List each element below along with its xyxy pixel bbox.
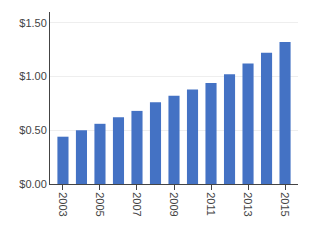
svg-text:2011: 2011 bbox=[205, 192, 217, 216]
svg-text:$0.00: $0.00 bbox=[19, 178, 47, 190]
svg-text:2007: 2007 bbox=[131, 192, 143, 216]
svg-text:2013: 2013 bbox=[242, 192, 254, 216]
svg-text:$1.50: $1.50 bbox=[19, 17, 47, 29]
svg-text:2009: 2009 bbox=[168, 192, 180, 216]
svg-text:2005: 2005 bbox=[94, 192, 106, 216]
svg-text:2003: 2003 bbox=[57, 192, 69, 216]
svg-text:2015: 2015 bbox=[279, 192, 291, 216]
svg-text:$0.50: $0.50 bbox=[19, 124, 47, 136]
svg-text:$1.00: $1.00 bbox=[19, 70, 47, 82]
